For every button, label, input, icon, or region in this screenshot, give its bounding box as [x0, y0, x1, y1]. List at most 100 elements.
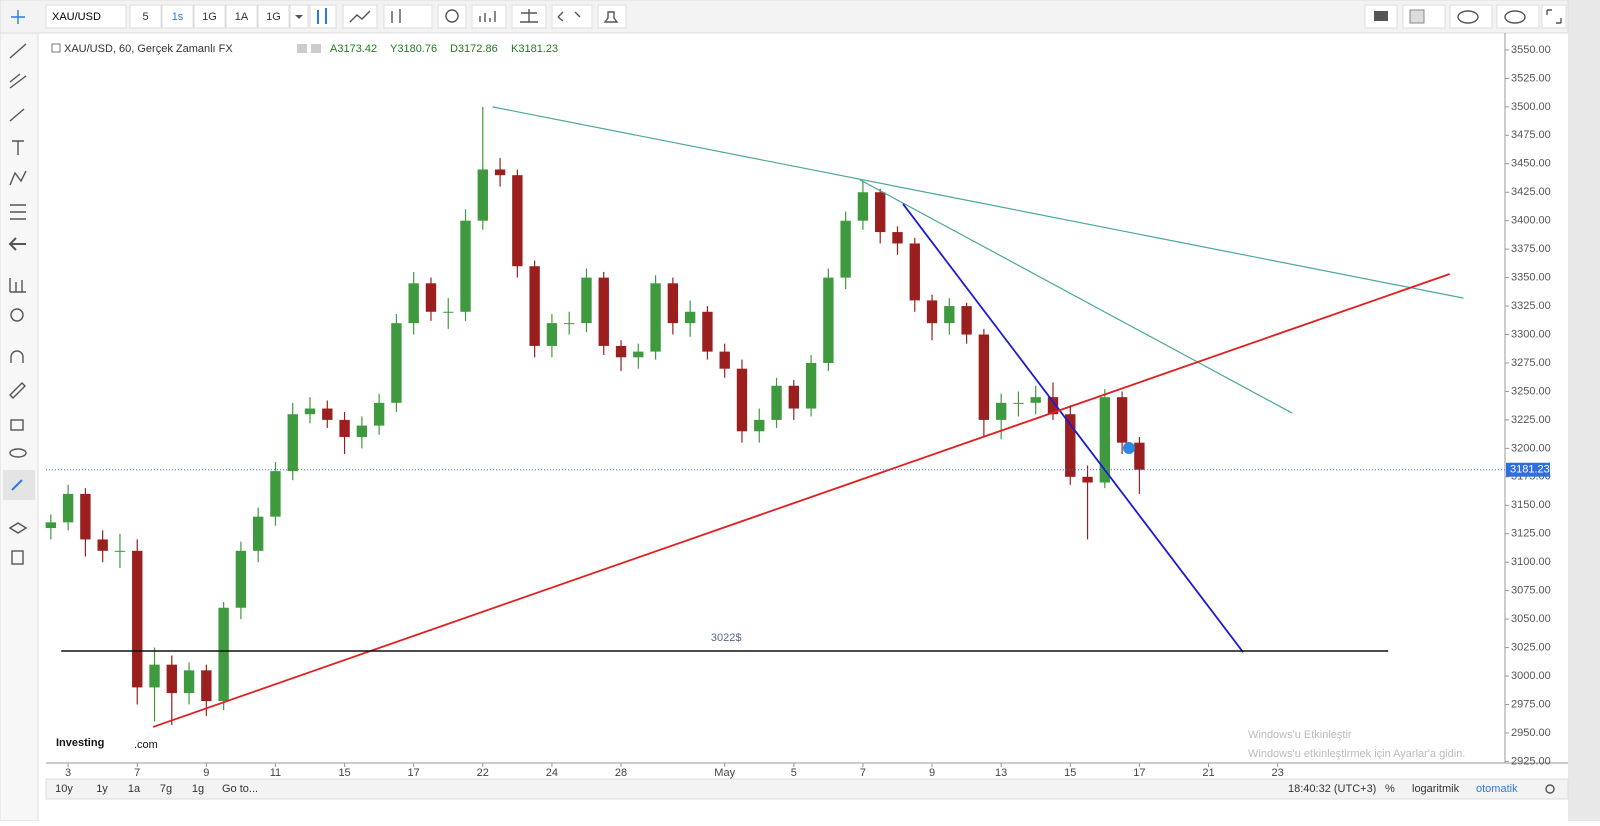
range-button[interactable]: 1a: [128, 783, 141, 795]
icon: [520, 9, 538, 23]
cloud-load[interactable]: [1449, 4, 1493, 29]
icon: [557, 11, 581, 22]
y-tick-label: 3200.00: [1511, 442, 1551, 454]
y-tick-label: 3325.00: [1511, 300, 1551, 312]
event-marker[interactable]: [1123, 442, 1135, 454]
y-tick-label: 2950.00: [1511, 727, 1551, 739]
y-tick-label: 3100.00: [1511, 556, 1551, 568]
log-toggle[interactable]: logaritmik: [1412, 783, 1460, 795]
left-toolbar: [0, 32, 39, 822]
magnet-tool[interactable]: [10, 350, 24, 363]
candle-body: [564, 323, 575, 325]
candle-body: [339, 419, 350, 437]
auto-toggle[interactable]: otomatik: [1476, 783, 1518, 795]
interval-button[interactable]: [193, 4, 226, 29]
back-tool[interactable]: [8, 237, 26, 251]
collapse-box[interactable]: [51, 43, 61, 53]
candle-body: [218, 607, 229, 702]
candle-body: [425, 283, 437, 312]
y-tick-label: 3025.00: [1511, 641, 1551, 653]
x-tick-label: 23: [1271, 767, 1283, 779]
candle-body: [287, 414, 298, 472]
measure-tool[interactable]: [9, 278, 26, 293]
cloud-save[interactable]: [1496, 4, 1540, 29]
candle-body: [149, 664, 160, 688]
pattern-tool[interactable]: [9, 170, 27, 186]
candle-type-button[interactable]: [309, 4, 337, 29]
last-price-label: 3181.23: [1510, 464, 1550, 476]
settings-icon[interactable]: [1545, 784, 1555, 794]
logo-suffix: .com: [134, 739, 158, 751]
x-tick-label: 9: [203, 767, 209, 779]
candle-body: [391, 323, 402, 403]
candle-body: [633, 351, 644, 358]
candle-body: [719, 351, 730, 369]
brush-tool[interactable]: [9, 108, 25, 122]
interval-button[interactable]: [257, 4, 290, 29]
link-tool[interactable]: [11, 479, 23, 491]
indicator-button[interactable]: [342, 4, 378, 29]
layers-tool[interactable]: [8, 522, 28, 534]
interval-button[interactable]: [225, 4, 258, 29]
range-button[interactable]: 1y: [96, 783, 108, 795]
candle-body: [840, 220, 851, 278]
candle-body: [1065, 414, 1076, 477]
undo-redo[interactable]: [551, 4, 593, 29]
candle-body: [1082, 476, 1093, 483]
candle-body: [909, 243, 920, 301]
interval: 1A: [235, 11, 249, 23]
y-tick-label: 3250.00: [1511, 385, 1551, 397]
range-button[interactable]: 10y: [55, 783, 73, 795]
candle-body: [546, 323, 558, 346]
candle-body: [270, 471, 281, 517]
y-tick-label: 3300.00: [1511, 328, 1551, 340]
candle-body: [45, 522, 57, 529]
x-tick-label: 9: [929, 767, 935, 779]
header-icon[interactable]: [297, 44, 307, 53]
trend-line[interactable]: [902, 203, 1244, 653]
clock: 18:40:32 (UTC+3): [1288, 783, 1376, 795]
annotation: 3022$: [711, 632, 742, 644]
y-tick-label: 3375.00: [1511, 243, 1551, 255]
crosshair-tool[interactable]: [11, 10, 25, 24]
stay-drawing-tool[interactable]: [9, 382, 26, 399]
goto[interactable]: Go to...: [222, 783, 258, 795]
header-icon[interactable]: [311, 44, 321, 53]
y-tick-label: 3350.00: [1511, 272, 1551, 284]
candle-body: [736, 368, 748, 432]
x-tick-label: 11: [270, 767, 281, 779]
interval-button[interactable]: [161, 4, 194, 29]
range-button[interactable]: 7g: [160, 783, 172, 795]
candle-body: [132, 550, 143, 688]
symbol-input[interactable]: [45, 4, 127, 29]
text-tool[interactable]: [12, 140, 24, 155]
prediction-tool[interactable]: [10, 204, 26, 220]
fullscreen-button[interactable]: [1541, 4, 1567, 29]
icon: [391, 9, 401, 23]
icon: [1457, 10, 1479, 24]
candle-body: [529, 266, 540, 346]
range-button[interactable]: 1g: [192, 783, 204, 795]
x-tick-label: 21: [1202, 767, 1214, 779]
interval-button[interactable]: [129, 4, 162, 29]
compare-button[interactable]: [383, 4, 433, 29]
x-tick-label: 15: [338, 767, 350, 779]
delete-tool[interactable]: [11, 550, 24, 565]
fib-tool[interactable]: [9, 73, 27, 89]
active-tool-bg: [3, 470, 35, 500]
icon: [603, 11, 619, 23]
candle-body: [926, 300, 938, 324]
studies-button[interactable]: [471, 4, 507, 29]
settings-button[interactable]: [437, 4, 467, 29]
candle-body: [114, 550, 126, 552]
trend-line[interactable]: [492, 106, 1464, 299]
trend-line[interactable]: [859, 179, 1293, 414]
lock-tool[interactable]: [10, 419, 24, 431]
zoom-tool[interactable]: [10, 308, 24, 322]
percent-toggle[interactable]: %: [1385, 783, 1395, 795]
hide-tool[interactable]: [9, 448, 27, 458]
y-tick-label: 3050.00: [1511, 613, 1551, 625]
interval: 1G: [266, 11, 281, 23]
alert-button[interactable]: [597, 4, 627, 29]
trendline-tool[interactable]: [9, 43, 27, 59]
